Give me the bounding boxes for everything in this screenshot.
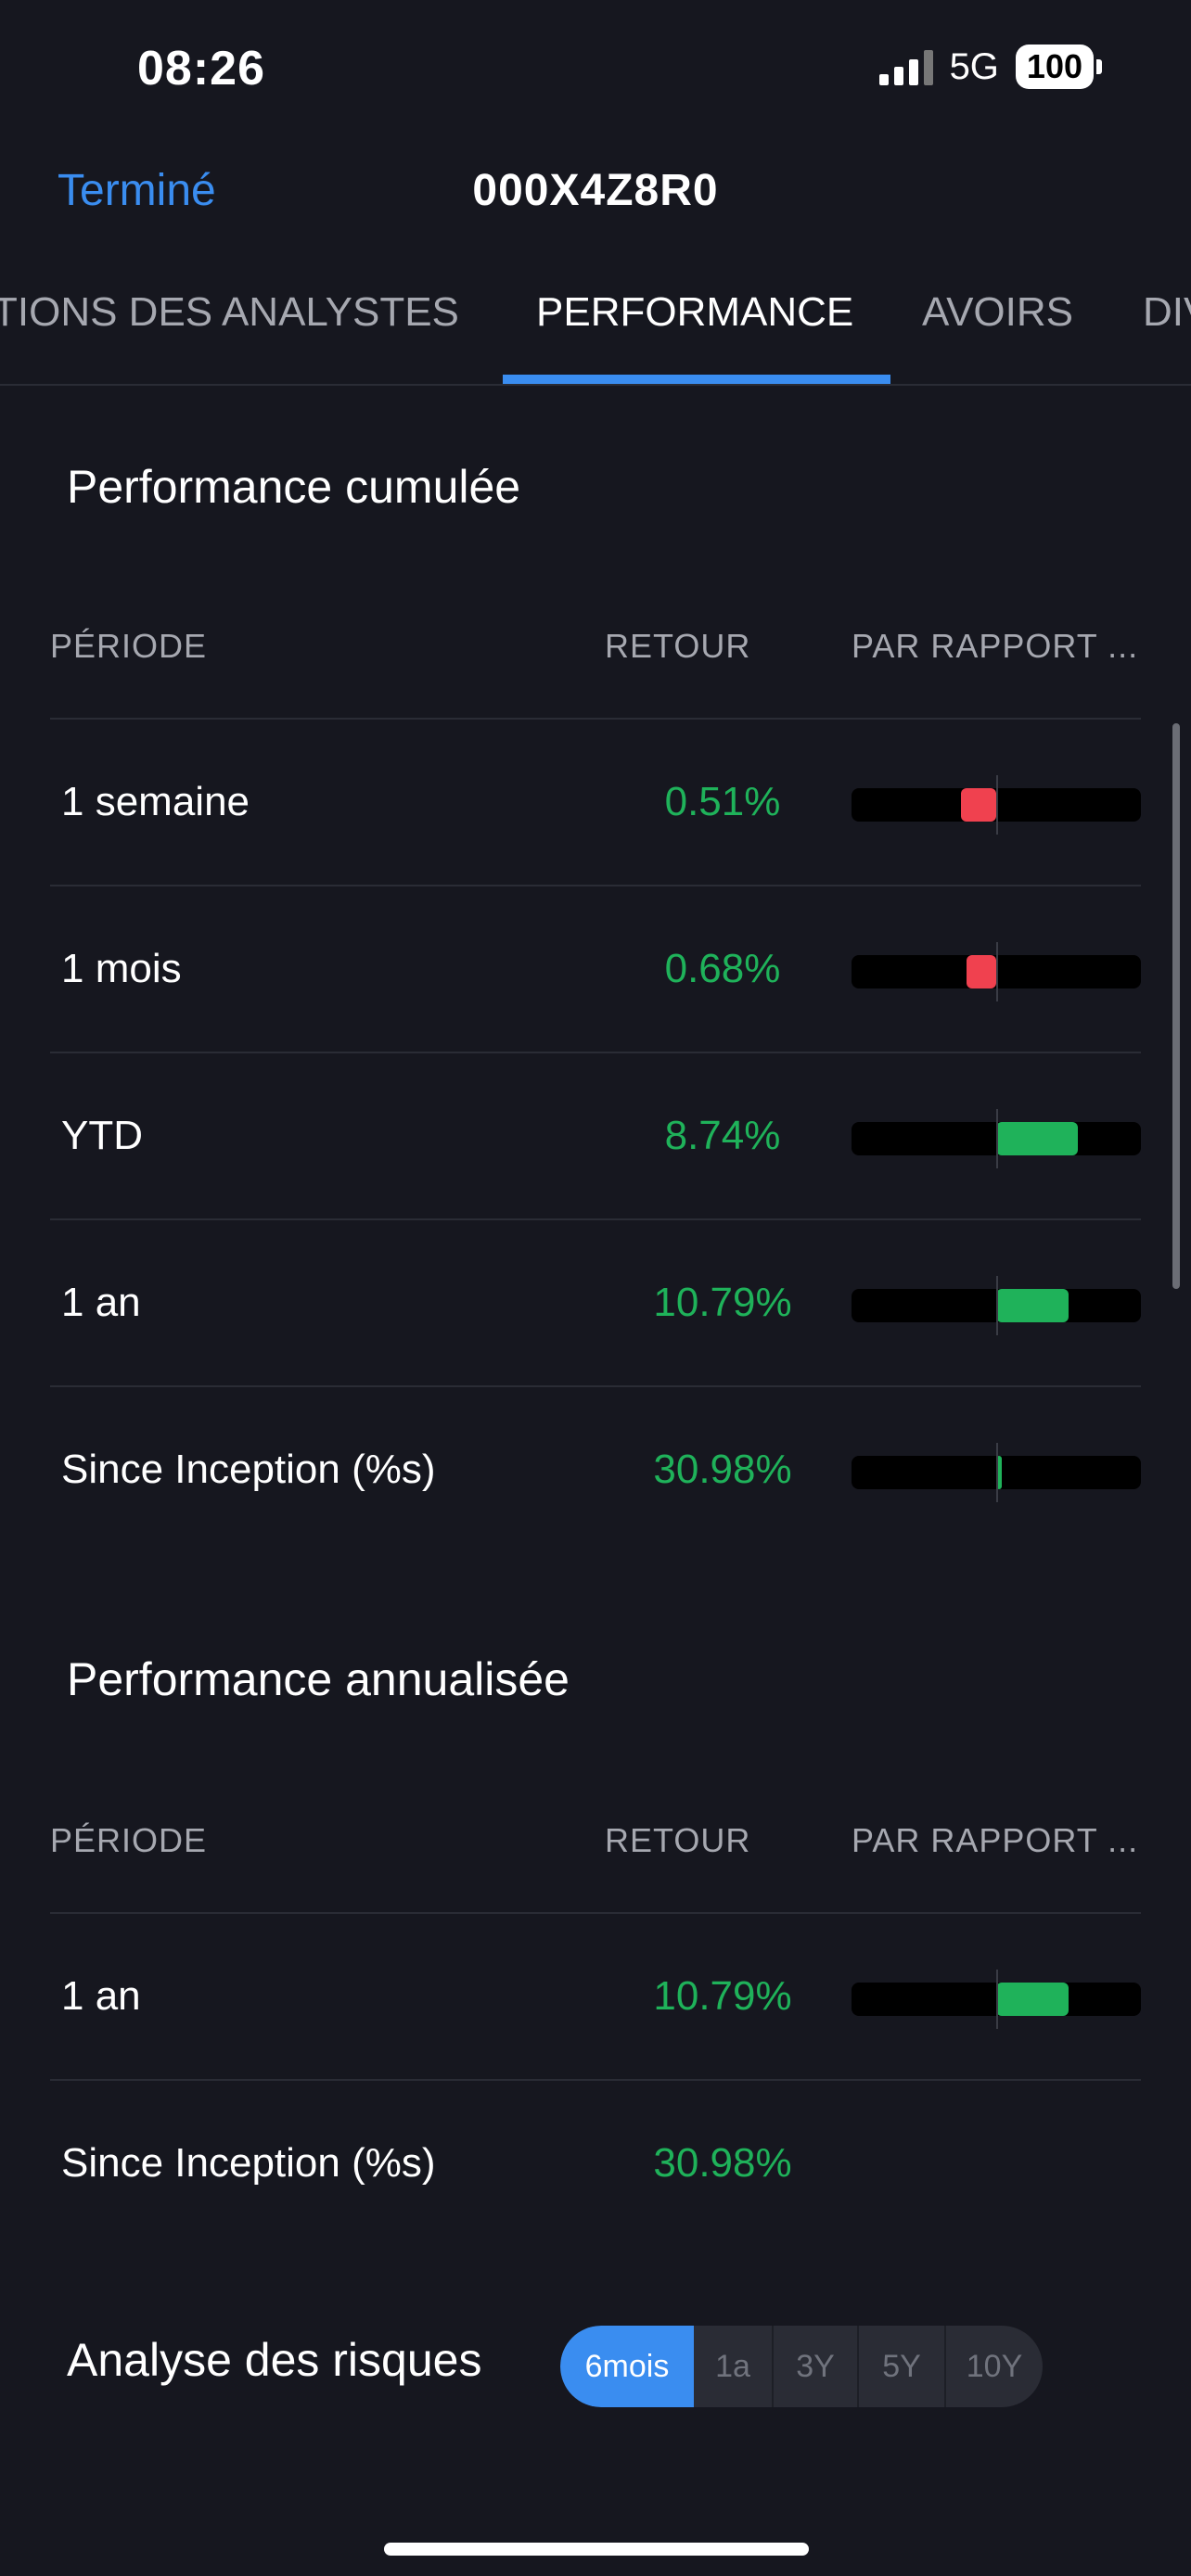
battery-icon: 100 [1015,45,1102,89]
return-value: 30.98% [653,1447,792,1492]
period-label: Since Inception (%s) [61,1447,436,1492]
table-row: 1 semaine 0.51% [50,718,1141,886]
period-label: 1 mois [61,946,182,991]
comparison-bar-fill [996,1289,1069,1322]
period-header: PÉRIODE [50,1821,208,1859]
comparison-bar [852,1276,1141,1335]
table-row: 1 mois 0.68% [50,885,1141,1053]
return-value: 0.51% [664,779,781,824]
compare-header[interactable]: PAR RAPPORT ... [852,627,1139,665]
period-5-years-button[interactable]: 5Y [857,2326,944,2407]
tab-performance[interactable]: PERFORMANCE [536,289,854,335]
period-label: 1 an [61,1973,141,2019]
risk-period-selector: 6mois 1a 3Y 5Y 10Y [560,2326,1043,2407]
return-value: 10.79% [653,1973,792,2019]
scrollbar[interactable] [1172,723,1180,1289]
signal-icon [878,48,933,85]
table-row: Since Inception (%s) 30.98% [50,2079,1141,2248]
cumulative-performance-title: Performance cumulée [67,461,521,513]
period-6-months-button[interactable]: 6mois [560,2326,694,2407]
annualized-performance-title: Performance annualisée [67,1653,570,1705]
table-row: 1 an 10.79% [50,1218,1141,1387]
comparison-bar-fill [967,955,996,988]
battery-level: 100 [1015,45,1094,89]
tab-analyst-ratings[interactable]: TIONS DES ANALYSTES [0,289,459,335]
return-value: 30.98% [653,2140,792,2186]
period-header: PÉRIODE [50,627,208,665]
return-header: RETOUR [605,1821,751,1859]
home-indicator[interactable] [384,2543,809,2556]
comparison-bar-fill [996,1456,1002,1489]
table-row: 1 an 10.79% [50,1912,1141,2081]
status-time: 08:26 [137,42,265,96]
period-label: Since Inception (%s) [61,2140,436,2186]
tab-holdings[interactable]: AVOIRS [922,289,1074,335]
table-row: YTD 8.74% [50,1052,1141,1220]
comparison-bar [852,1443,1141,1502]
risk-analysis-title: Analyse des risques [67,2334,482,2386]
compare-header[interactable]: PAR RAPPORT ... [852,1821,1139,1859]
period-label: 1 an [61,1280,141,1325]
period-10-years-button[interactable]: 10Y [944,2326,1043,2407]
return-value: 10.79% [653,1280,792,1325]
status-icons: 5G 100 [878,45,1102,89]
done-button[interactable]: Terminé [58,166,216,215]
network-type: 5G [949,45,999,87]
comparison-bar [852,1970,1141,2029]
comparison-bar-fill [996,1122,1078,1155]
return-value: 8.74% [664,1113,781,1158]
period-label: 1 semaine [61,779,250,824]
page-title: 000X4Z8R0 [472,166,719,215]
period-3-years-button[interactable]: 3Y [772,2326,857,2407]
period-1-year-button[interactable]: 1a [715,2348,750,2384]
return-header: RETOUR [605,627,751,665]
active-tab-indicator [503,375,890,384]
table-row: Since Inception (%s) 30.98% [50,1385,1141,1554]
comparison-bar [852,775,1141,835]
period-label: YTD [61,1113,143,1158]
tab-dividends[interactable]: DIV [1143,289,1191,335]
tab-bar: TIONS DES ANALYSTES PERFORMANCE AVOIRS D… [0,278,1191,386]
comparison-bar-fill [996,1983,1069,2016]
comparison-bar-fill [961,788,996,822]
comparison-bar [852,1109,1141,1168]
comparison-bar [852,942,1141,1001]
return-value: 0.68% [664,946,781,991]
